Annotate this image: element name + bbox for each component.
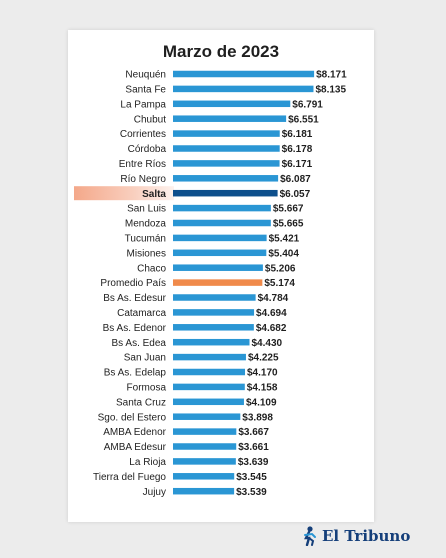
bar [173,398,244,406]
bar [173,219,271,227]
bar [173,309,255,316]
brand-logo: El Tribuno [300,524,410,548]
category-label: Corrientes [120,129,166,140]
category-label: Catamarca [117,308,166,319]
bar [173,204,271,212]
value-label: $5.667 [273,204,304,215]
value-label: $5.174 [264,278,295,289]
value-label: $8.171 [316,70,347,81]
category-label: La Pampa [120,99,166,110]
bar [173,160,280,167]
value-label: $5.404 [268,248,299,259]
category-label: Formosa [127,383,167,394]
value-label: $4.170 [247,368,278,379]
bar [173,353,246,361]
chart-title: Marzo de 2023 [162,42,280,61]
bar [173,443,237,450]
bar [173,70,315,78]
chart-card [68,30,374,522]
category-label: AMBA Edesur [104,442,167,453]
bar [173,324,254,331]
bar [173,458,236,465]
value-label: $4.158 [247,383,278,394]
category-label: Bs As. Edelap [104,368,167,379]
value-label: $3.667 [238,427,269,438]
category-label: Jujuy [143,487,166,498]
category-label: Entre Ríos [119,159,166,170]
category-label: Mendoza [125,219,167,230]
value-label: $5.665 [273,219,304,230]
value-label: $8.135 [315,85,346,96]
category-label: Córdoba [128,144,167,155]
bar [173,189,278,197]
category-label: Tierra del Fuego [93,472,166,483]
value-label: $3.545 [236,472,267,483]
brand-name: El Tribuno [322,527,411,545]
value-label: $4.694 [256,308,287,319]
runner-logo-icon [304,526,316,546]
bar [173,294,256,301]
bar [173,413,241,420]
value-label: $3.539 [236,487,267,498]
category-label: AMBA Edenor [103,427,166,438]
bar [173,100,291,108]
bar [173,428,237,435]
category-label: La Rioja [129,457,166,468]
value-label: $4.682 [256,323,287,334]
value-label: $3.898 [242,412,273,423]
category-label: Bs As. Edenor [103,323,167,334]
bar [173,130,280,137]
bar [173,115,287,122]
category-label: Chubut [134,114,166,125]
value-label: $4.784 [258,293,289,304]
bar [173,487,235,495]
category-label: Salta [142,189,166,200]
category-label: Bs As. Edesur [103,293,166,304]
value-label: $4.430 [251,338,282,349]
bar [173,338,250,346]
value-label: $6.551 [288,114,319,125]
bar [173,279,263,286]
value-label: $4.109 [246,397,277,408]
category-label: Promedio País [100,278,166,289]
category-label: Misiones [127,248,166,259]
value-label: $6.057 [280,189,311,200]
value-label: $6.181 [282,129,313,140]
value-label: $5.206 [265,263,296,274]
value-label: $6.791 [292,99,323,110]
value-label: $5.421 [269,234,300,245]
value-label: $4.225 [248,353,279,364]
value-label: $6.171 [282,159,313,170]
bar [173,473,235,480]
category-label: Río Negro [120,174,166,185]
bar [173,145,280,152]
category-label: Chaco [137,263,166,274]
bar [173,175,279,182]
value-label: $3.639 [238,457,269,468]
category-label: Tucumán [125,234,166,245]
bar [173,368,246,376]
bar [173,234,267,242]
category-label: Santa Cruz [116,397,166,408]
bar [173,249,267,257]
bar [173,383,245,391]
bar [173,85,314,93]
category-label: San Luis [127,204,166,215]
category-label: Neuquén [125,70,166,81]
bar [173,264,263,271]
value-label: $3.661 [238,442,269,453]
category-label: Bs As. Edea [112,338,167,349]
value-label: $6.178 [282,144,313,155]
highlight-row-background [74,186,174,201]
value-label: $6.087 [280,174,311,185]
category-label: San Juan [124,353,166,364]
category-label: Sgo. del Estero [98,412,167,423]
category-label: Santa Fe [125,85,166,96]
